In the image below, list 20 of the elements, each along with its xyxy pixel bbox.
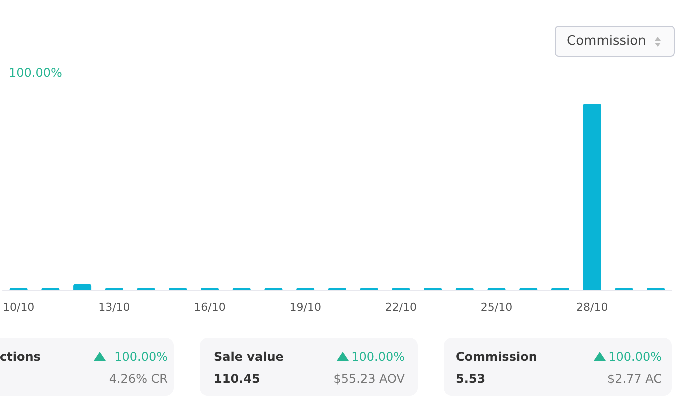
text: 110.45 <box>214 372 260 386</box>
text: 100.00% <box>608 350 662 364</box>
text: ctions <box>0 350 41 364</box>
x-tick-label: 22/10 <box>385 301 418 314</box>
text: 100.00% <box>352 350 405 364</box>
x-tick-label: 25/10 <box>480 301 513 314</box>
x-tick-label: 10/10 <box>2 301 35 314</box>
x-tick-label: 16/10 <box>194 301 226 314</box>
text: 100.00% <box>114 350 168 364</box>
text: Sale value <box>214 350 284 364</box>
text: 5.53 <box>456 372 486 386</box>
x-tick-label: 28/10 <box>576 301 608 314</box>
text: 4.26% CR <box>109 372 168 386</box>
text: Commission <box>456 350 538 364</box>
text: $2.77 AC <box>607 372 662 386</box>
text: Commission <box>567 34 646 49</box>
text: $55.23 AOV <box>334 372 405 386</box>
x-tick-label: 19/10 <box>290 301 322 314</box>
x-tick-label: 13/10 <box>98 301 130 314</box>
text: 100.00% <box>9 66 62 80</box>
